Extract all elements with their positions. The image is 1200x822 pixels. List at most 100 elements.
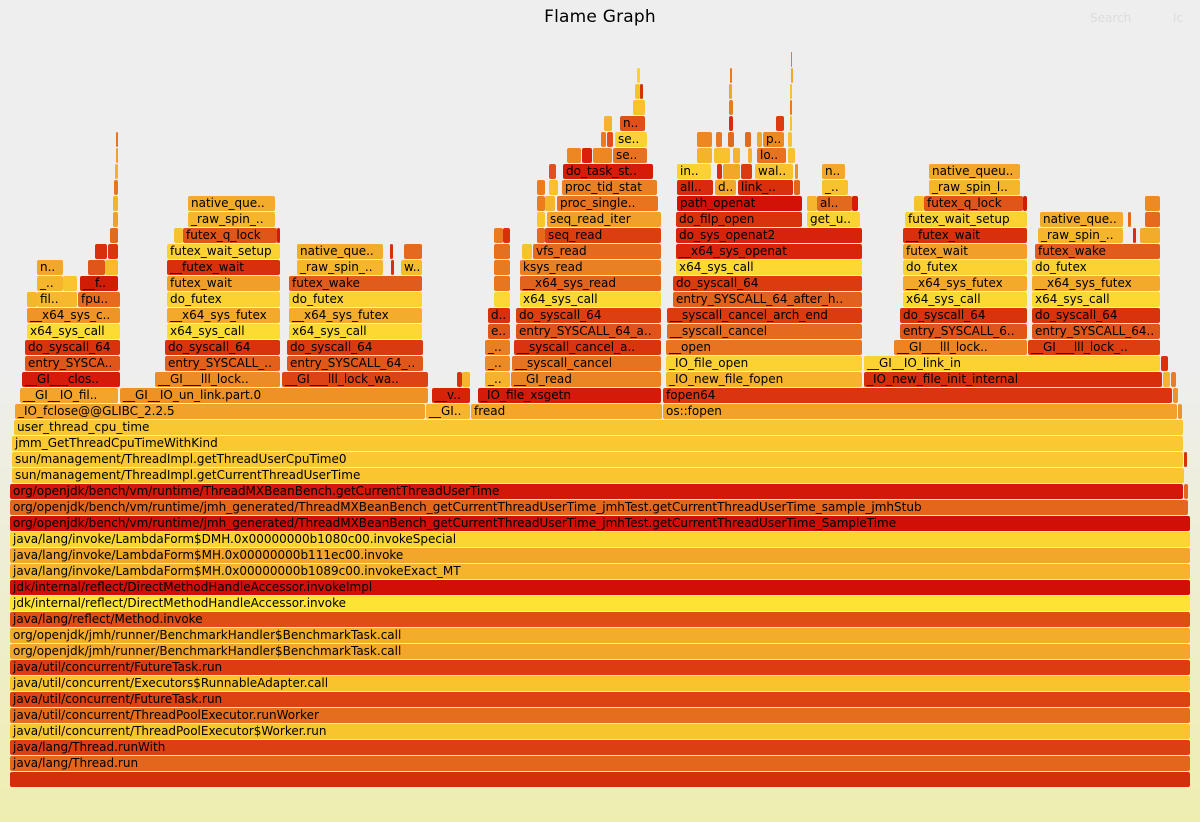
flame-frame[interactable]	[174, 228, 183, 243]
flame-frame[interactable]	[741, 164, 752, 179]
flame-frame[interactable]: do_futex	[289, 292, 422, 307]
flame-frame[interactable]: java/util/concurrent/ThreadPoolExecutor$…	[10, 724, 1190, 739]
flame-frame[interactable]	[790, 116, 792, 131]
flame-frame[interactable]: __v..	[432, 388, 470, 403]
flame-frame[interactable]	[391, 260, 394, 275]
flame-frame[interactable]: futex_wait	[903, 244, 1027, 259]
flame-frame[interactable]	[494, 228, 503, 243]
flame-frame[interactable]: java/lang/Thread.runWith	[10, 740, 1190, 755]
flame-frame[interactable]: do_syscall_64	[1032, 308, 1160, 323]
flame-frame[interactable]: native_que..	[297, 244, 383, 259]
flame-frame[interactable]: user_thread_cpu_time	[14, 420, 1183, 435]
flame-frame[interactable]: __syscall_cancel_a..	[514, 340, 661, 355]
flame-frame[interactable]: __x64_sys_c..	[27, 308, 120, 323]
flame-frame[interactable]: do_futex	[903, 260, 1027, 275]
flame-frame[interactable]	[390, 244, 393, 259]
flame-frame[interactable]	[1184, 452, 1187, 467]
flame-frame[interactable]	[1023, 196, 1027, 211]
flame-frame[interactable]: org/openjdk/bench/vm/runtime/jmh_generat…	[10, 516, 1190, 531]
flame-frame[interactable]: __syscall_cancel	[667, 324, 862, 339]
flame-frame[interactable]	[108, 244, 118, 259]
flame-frame[interactable]: se..	[615, 132, 647, 147]
flame-frame[interactable]: lo..	[757, 148, 786, 163]
flame-frame[interactable]: java/lang/invoke/LambdaForm$MH.0x0000000…	[10, 548, 1190, 563]
flame-frame[interactable]: native_queu..	[929, 164, 1020, 179]
flame-frame[interactable]: e..	[488, 324, 510, 339]
flame-frame[interactable]: _raw_spin_..	[188, 212, 275, 227]
flame-frame[interactable]	[549, 180, 558, 195]
flame-frame[interactable]: __syscall_cancel	[512, 356, 661, 371]
flame-frame[interactable]: n..	[620, 116, 645, 131]
ignore-case-toggle[interactable]: Ic	[1173, 11, 1184, 25]
flame-frame[interactable]: _..	[485, 340, 510, 355]
flame-frame[interactable]	[635, 84, 640, 99]
flame-frame[interactable]	[697, 132, 712, 147]
flame-frame[interactable]: x64_sys_call	[1032, 292, 1160, 307]
flame-frame[interactable]: x64_sys_call	[676, 260, 862, 275]
flame-frame[interactable]: futex_wait_setup	[905, 212, 1027, 227]
flame-frame[interactable]	[545, 196, 555, 211]
flame-frame[interactable]: se..	[613, 148, 647, 163]
flame-frame[interactable]	[697, 148, 712, 163]
flame-frame[interactable]: do_futex	[167, 292, 280, 307]
flame-frame[interactable]	[1133, 228, 1136, 243]
flame-frame[interactable]: do_sys_openat2	[676, 228, 862, 243]
flame-frame[interactable]: __x64_sys_futex	[289, 308, 422, 323]
flame-frame[interactable]: __syscall_cancel_arch_end	[667, 308, 862, 323]
flame-frame[interactable]	[729, 84, 732, 99]
flame-frame[interactable]	[522, 244, 532, 259]
flame-frame[interactable]: entry_SYSCA..	[25, 356, 120, 371]
flame-frame[interactable]	[716, 132, 722, 147]
flame-frame[interactable]: link_..	[738, 180, 793, 195]
flame-frame[interactable]	[593, 148, 612, 163]
flame-frame[interactable]	[1145, 196, 1160, 211]
flame-frame[interactable]	[601, 132, 606, 147]
flame-frame[interactable]: in..	[677, 164, 711, 179]
flame-frame[interactable]: __x64_sys_futex	[1032, 276, 1160, 291]
flame-frame[interactable]: __x64_sys_read	[520, 276, 661, 291]
flame-frame[interactable]: get_u..	[807, 212, 860, 227]
flame-frame[interactable]: d..	[488, 308, 510, 323]
flame-frame[interactable]	[1145, 212, 1160, 227]
flame-frame[interactable]: __open	[666, 340, 862, 355]
flame-frame[interactable]	[791, 68, 793, 83]
flame-frame[interactable]: __GI_read	[511, 372, 661, 387]
flame-frame[interactable]	[788, 148, 795, 163]
flame-frame[interactable]	[1161, 356, 1168, 371]
flame-frame[interactable]: all..	[677, 180, 713, 195]
flame-frame[interactable]: vfs_read	[533, 244, 661, 259]
flame-frame[interactable]: wal..	[755, 164, 793, 179]
flame-frame[interactable]	[27, 292, 37, 307]
flame-frame[interactable]	[807, 196, 817, 211]
flame-frame[interactable]	[115, 164, 118, 179]
flame-frame[interactable]: entry_SYSCALL_64_..	[287, 356, 423, 371]
flame-frame[interactable]: _raw_spin_..	[1038, 228, 1123, 243]
flame-frame[interactable]: _..	[37, 276, 63, 291]
flame-frame[interactable]	[114, 180, 118, 195]
flame-frame[interactable]	[1140, 228, 1160, 243]
flame-frame[interactable]: futex_q_lock	[183, 228, 277, 243]
flame-frame[interactable]	[1163, 372, 1170, 387]
flame-frame[interactable]: al..	[817, 196, 852, 211]
flame-frame[interactable]: seq_read	[545, 228, 661, 243]
flame-frame[interactable]: org/openjdk/bench/vm/runtime/ThreadMXBea…	[10, 484, 1183, 499]
flame-frame[interactable]: path_openat	[677, 196, 802, 211]
flame-frame[interactable]: __futex_wait	[167, 260, 280, 275]
flame-frame[interactable]: entry_SYSCALL_..	[165, 356, 280, 371]
flame-frame[interactable]: java/lang/invoke/LambdaForm$DMH.0x000000…	[10, 532, 1190, 547]
flame-frame[interactable]: _..	[485, 356, 510, 371]
flame-frame[interactable]: do_syscall_64	[673, 276, 862, 291]
flame-frame[interactable]: proc_single..	[557, 196, 658, 211]
flame-frame[interactable]	[776, 116, 784, 131]
flame-frame[interactable]	[549, 164, 556, 179]
flame-frame[interactable]	[730, 68, 732, 83]
flame-frame[interactable]	[494, 276, 510, 291]
flame-frame[interactable]	[105, 260, 118, 275]
flame-frame[interactable]: entry_SYSCALL_6..	[900, 324, 1027, 339]
flame-frame[interactable]: __GI__IO_fil..	[20, 388, 118, 403]
flame-frame[interactable]	[728, 132, 734, 147]
flame-frame[interactable]: java/util/concurrent/FutureTask.run	[10, 692, 1190, 707]
flame-frame[interactable]: do_syscall_64	[516, 308, 661, 323]
flame-frame[interactable]	[113, 196, 118, 211]
flame-frame[interactable]: entry_SYSCALL_64..	[1032, 324, 1160, 339]
